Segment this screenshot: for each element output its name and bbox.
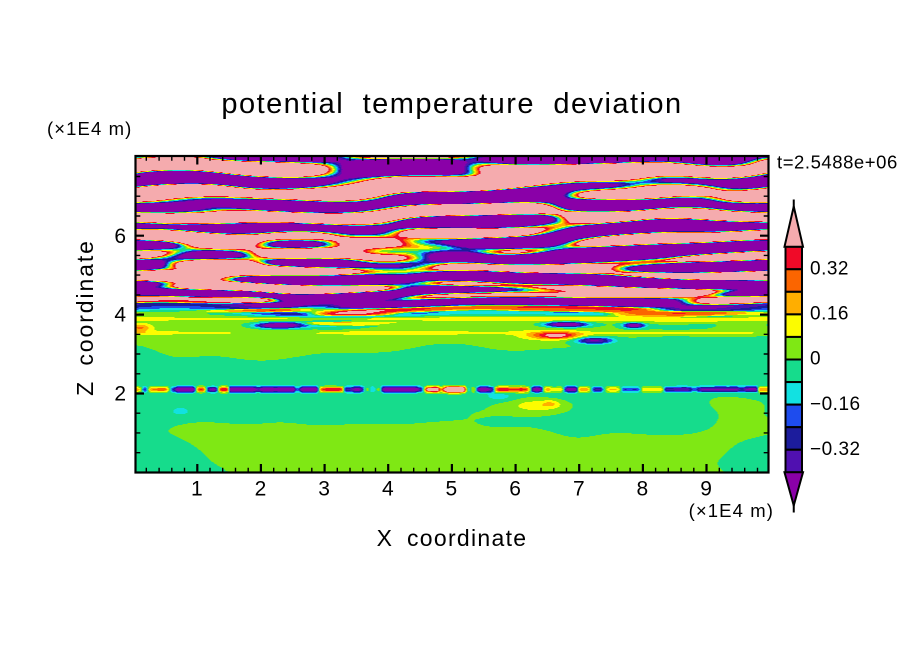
svg-text:5: 5 <box>446 478 459 501</box>
svg-text:7: 7 <box>573 478 586 501</box>
svg-text:6: 6 <box>509 478 522 501</box>
svg-text:6: 6 <box>114 225 127 248</box>
svg-text:4: 4 <box>382 478 395 501</box>
svg-text:8: 8 <box>637 478 650 501</box>
svg-text:0.16: 0.16 <box>810 304 849 325</box>
svg-text:0: 0 <box>810 349 821 370</box>
svg-text:2: 2 <box>114 383 127 406</box>
svg-text:t=2.5488e+06: t=2.5488e+06 <box>777 152 898 173</box>
svg-text:potential temperature deviatio: potential temperature deviation <box>221 88 682 120</box>
svg-text:(×1E4 m): (×1E4 m) <box>689 500 774 521</box>
svg-text:9: 9 <box>700 478 713 501</box>
svg-text:4: 4 <box>114 304 127 327</box>
svg-text:3: 3 <box>318 478 331 501</box>
svg-text:2: 2 <box>255 478 268 501</box>
svg-text:Z coordinate: Z coordinate <box>72 239 98 396</box>
svg-text:−0.32: −0.32 <box>810 439 861 460</box>
svg-text:1: 1 <box>191 478 204 501</box>
svg-text:0.32: 0.32 <box>810 258 849 279</box>
svg-text:X coordinate: X coordinate <box>377 525 528 551</box>
svg-text:−0.16: −0.16 <box>810 394 861 415</box>
svg-text:(×1E4 m): (×1E4 m) <box>47 118 132 139</box>
